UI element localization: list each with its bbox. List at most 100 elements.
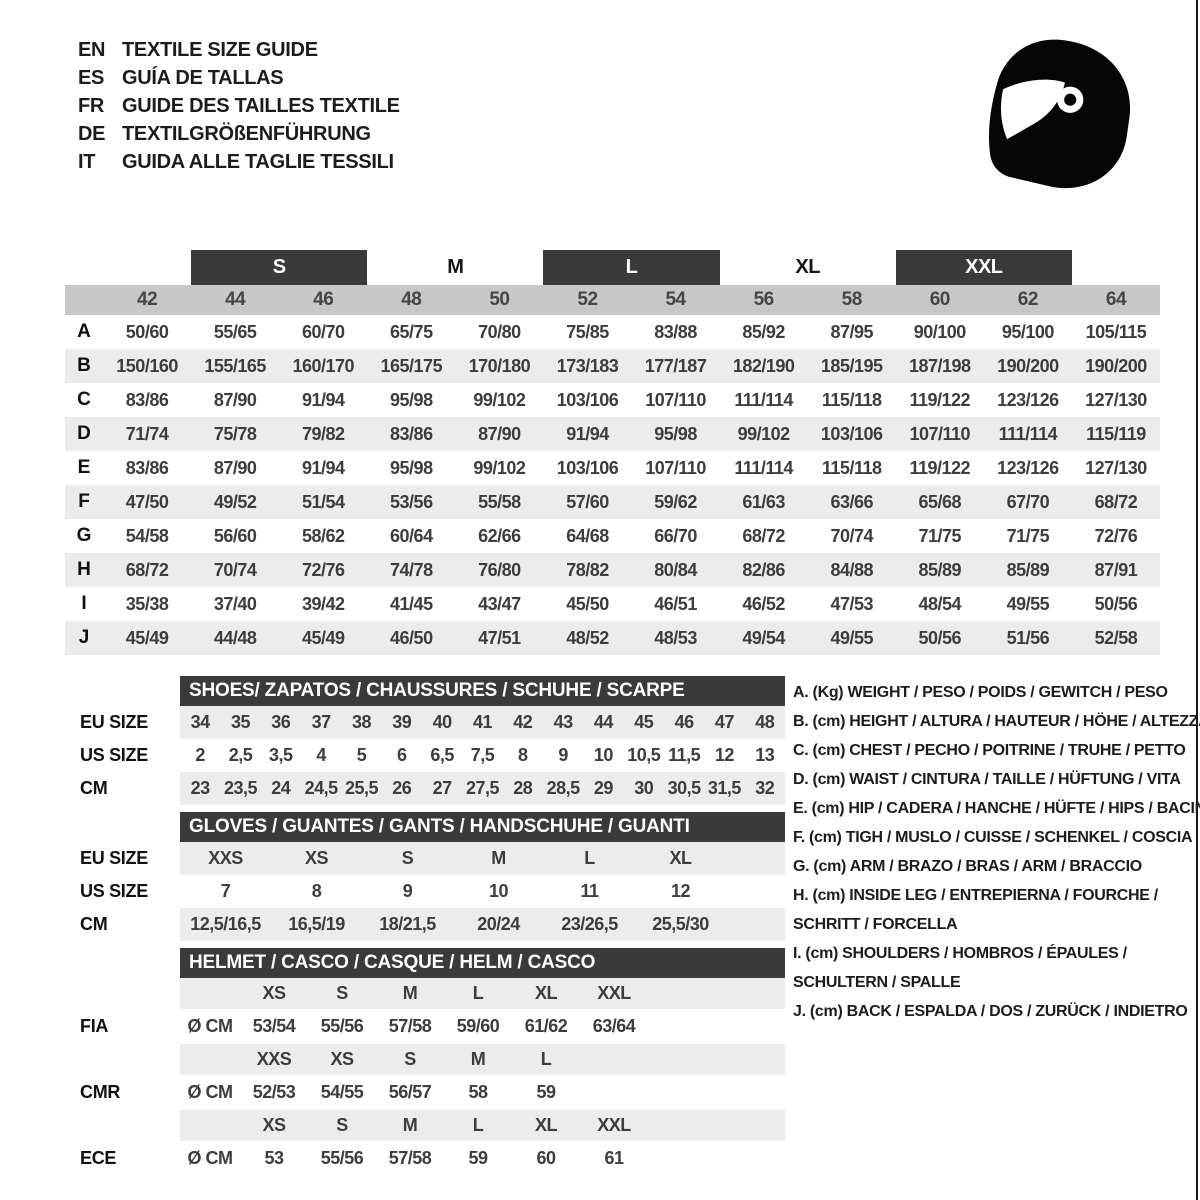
table-row: I 35/38 37/40 39/42 41/45 43/47 45/50 46/51 46/5… bbox=[65, 587, 1160, 621]
cell: 37 bbox=[300, 706, 342, 739]
cell: 32 bbox=[744, 772, 785, 805]
row-label: E bbox=[77, 457, 91, 478]
language-title: TEXTILE SIZE GUIDE bbox=[122, 39, 318, 61]
cell: 47 bbox=[704, 706, 745, 739]
table-row: C 83/86 87/90 91/94 95/98 99/102 103/106 107/11… bbox=[65, 383, 1160, 417]
cell: 47/50 bbox=[103, 485, 192, 519]
cell: 53/56 bbox=[367, 485, 456, 519]
cell: 64/68 bbox=[566, 525, 609, 546]
row-label: G bbox=[76, 525, 92, 546]
legend-line: B. (cm) HEIGHT / ALTURA / HAUTEUR / HÖHE… bbox=[793, 713, 1200, 730]
cell: 99/102 bbox=[473, 389, 526, 410]
cell bbox=[648, 978, 785, 1009]
table-row: 23 23,5 24 24,5 25,5 26 27 27,5 28 28,5 29 30 30,5 31… bbox=[180, 772, 785, 805]
section-row-label bbox=[65, 948, 180, 978]
cell: 2 bbox=[195, 745, 205, 765]
cell: 71/75 bbox=[918, 525, 962, 546]
legend-item: B. (cm) HEIGHT / ALTURA / HAUTEUR / HÖHE… bbox=[793, 707, 1200, 736]
cell: 70/74 bbox=[830, 525, 873, 546]
section-row-label: US SIZE bbox=[80, 745, 148, 765]
cell bbox=[648, 1141, 785, 1176]
legend-line: SCHRITT / FORCELLA bbox=[793, 916, 958, 933]
gloves-row-labels: EU SIZE US SIZE CM bbox=[65, 812, 180, 941]
gloves-size-table: XXS XS S M L XL 7 8 9 10 11 12 12,5/16,5 16,5/19 18/21… bbox=[180, 842, 785, 941]
cell: 99/102 bbox=[719, 417, 808, 451]
legend-line: G. (cm) ARM / BRAZO / BRAS / ARM / BRACC… bbox=[793, 858, 1142, 875]
cell: 11 bbox=[580, 881, 599, 901]
cell: 111/114 bbox=[734, 389, 793, 410]
cell: XL bbox=[635, 842, 726, 875]
cell: 39 bbox=[381, 706, 422, 739]
cell: 57/58 bbox=[388, 1016, 432, 1036]
cell: 55/56 bbox=[320, 1016, 364, 1036]
cell: 83/86 bbox=[125, 389, 169, 410]
legend-item: G. (cm) ARM / BRAZO / BRAS / ARM / BRACC… bbox=[793, 852, 1195, 881]
cell: 55/58 bbox=[455, 485, 544, 519]
size-header-L: L bbox=[543, 250, 720, 285]
size-number-row: 42 44 46 48 50 52 54 56 58 60 62 64 bbox=[65, 285, 1160, 315]
section-row-label: EU SIZE bbox=[80, 712, 148, 732]
cell: 71/75 bbox=[1006, 525, 1050, 546]
spacer-cell bbox=[65, 250, 191, 285]
cell: 10 bbox=[488, 881, 509, 901]
cell: 58/62 bbox=[301, 525, 345, 546]
shoes-row-labels: EU SIZE US SIZE CM bbox=[65, 676, 180, 805]
section-row-label bbox=[65, 1110, 180, 1141]
shoes-section: EU SIZE US SIZE CM SHOES/ ZAPATOS / CHAUSS… bbox=[65, 676, 785, 805]
legend-line: H. (cm) INSIDE LEG / ENTREPIERNA / FOURC… bbox=[793, 887, 1158, 904]
cell: 53 bbox=[264, 1148, 284, 1168]
cell: 55/56 bbox=[320, 1148, 364, 1168]
table-row: 2 2,5 3,5 4 5 6 6,5 7,5 8 9 10 10,5 11,5 12 13 bbox=[180, 739, 785, 772]
cell bbox=[180, 1110, 240, 1141]
size-header: M bbox=[444, 1044, 512, 1075]
size-number: 64 bbox=[1071, 285, 1160, 315]
cell: 65/75 bbox=[390, 321, 433, 342]
cell: 18/21,5 bbox=[362, 908, 453, 941]
cell: 107/110 bbox=[645, 389, 706, 410]
cell: 66/70 bbox=[654, 525, 697, 546]
size-number: 56 bbox=[719, 285, 808, 315]
cell: 99/102 bbox=[473, 457, 526, 478]
table-row: H 68/72 70/74 72/76 74/78 76/80 78/82 80/84 82/8… bbox=[65, 553, 1160, 587]
cell: 95/98 bbox=[631, 417, 720, 451]
cell: 42 bbox=[502, 706, 543, 739]
cell bbox=[580, 1075, 648, 1110]
cell: 63/66 bbox=[807, 485, 896, 519]
cell: 59 bbox=[468, 1148, 488, 1168]
cell: 7,5 bbox=[470, 745, 495, 765]
language-row: FR GUIDE DES TAILLES TEXTILE bbox=[78, 92, 400, 120]
section-row-label: EU SIZE bbox=[80, 848, 148, 868]
legend-line: D. (cm) WAIST / CINTURA / TAILLE / HÜFTU… bbox=[793, 771, 1181, 788]
cell: 56/60 bbox=[213, 525, 257, 546]
cell: 85/89 bbox=[895, 553, 984, 587]
language-title: GUIDE DES TAILLES TEXTILE bbox=[122, 95, 400, 117]
cell: 105/115 bbox=[1085, 321, 1147, 342]
helmet-size-row: XS S M L XL XXL bbox=[180, 1110, 785, 1141]
table-row: XXS XS S M L XL bbox=[180, 842, 785, 875]
cell: 190/200 bbox=[1071, 349, 1160, 383]
cell: 80/84 bbox=[631, 553, 720, 587]
cell: 39/42 bbox=[301, 593, 345, 614]
cell: 59 bbox=[536, 1082, 556, 1102]
right-edge-line bbox=[1196, 0, 1198, 1200]
cell: 31,5 bbox=[704, 772, 745, 805]
cell: 58 bbox=[468, 1082, 488, 1102]
cell: 56/57 bbox=[388, 1082, 432, 1102]
cell: 49/52 bbox=[191, 485, 280, 519]
size-header: M bbox=[376, 978, 444, 1009]
cell: 71/74 bbox=[103, 417, 192, 451]
cell: 59/60 bbox=[456, 1016, 500, 1036]
section-row-label bbox=[65, 812, 180, 842]
row-label: H bbox=[65, 553, 104, 587]
cell: 79/82 bbox=[279, 417, 368, 451]
size-header: M bbox=[376, 1110, 444, 1141]
legend-item: J. (cm) BACK / ESPALDA / DOS / ZURÜCK / … bbox=[793, 997, 1195, 1026]
cell: L bbox=[544, 842, 635, 875]
cell: 24,5 bbox=[300, 772, 342, 805]
gloves-section: EU SIZE US SIZE CM GLOVES / GUANTES / GANT… bbox=[65, 812, 785, 941]
size-number: 44 bbox=[191, 285, 280, 315]
cell: 10,5 bbox=[627, 745, 661, 765]
size-header: S bbox=[376, 1044, 444, 1075]
cell: 76/80 bbox=[455, 553, 544, 587]
